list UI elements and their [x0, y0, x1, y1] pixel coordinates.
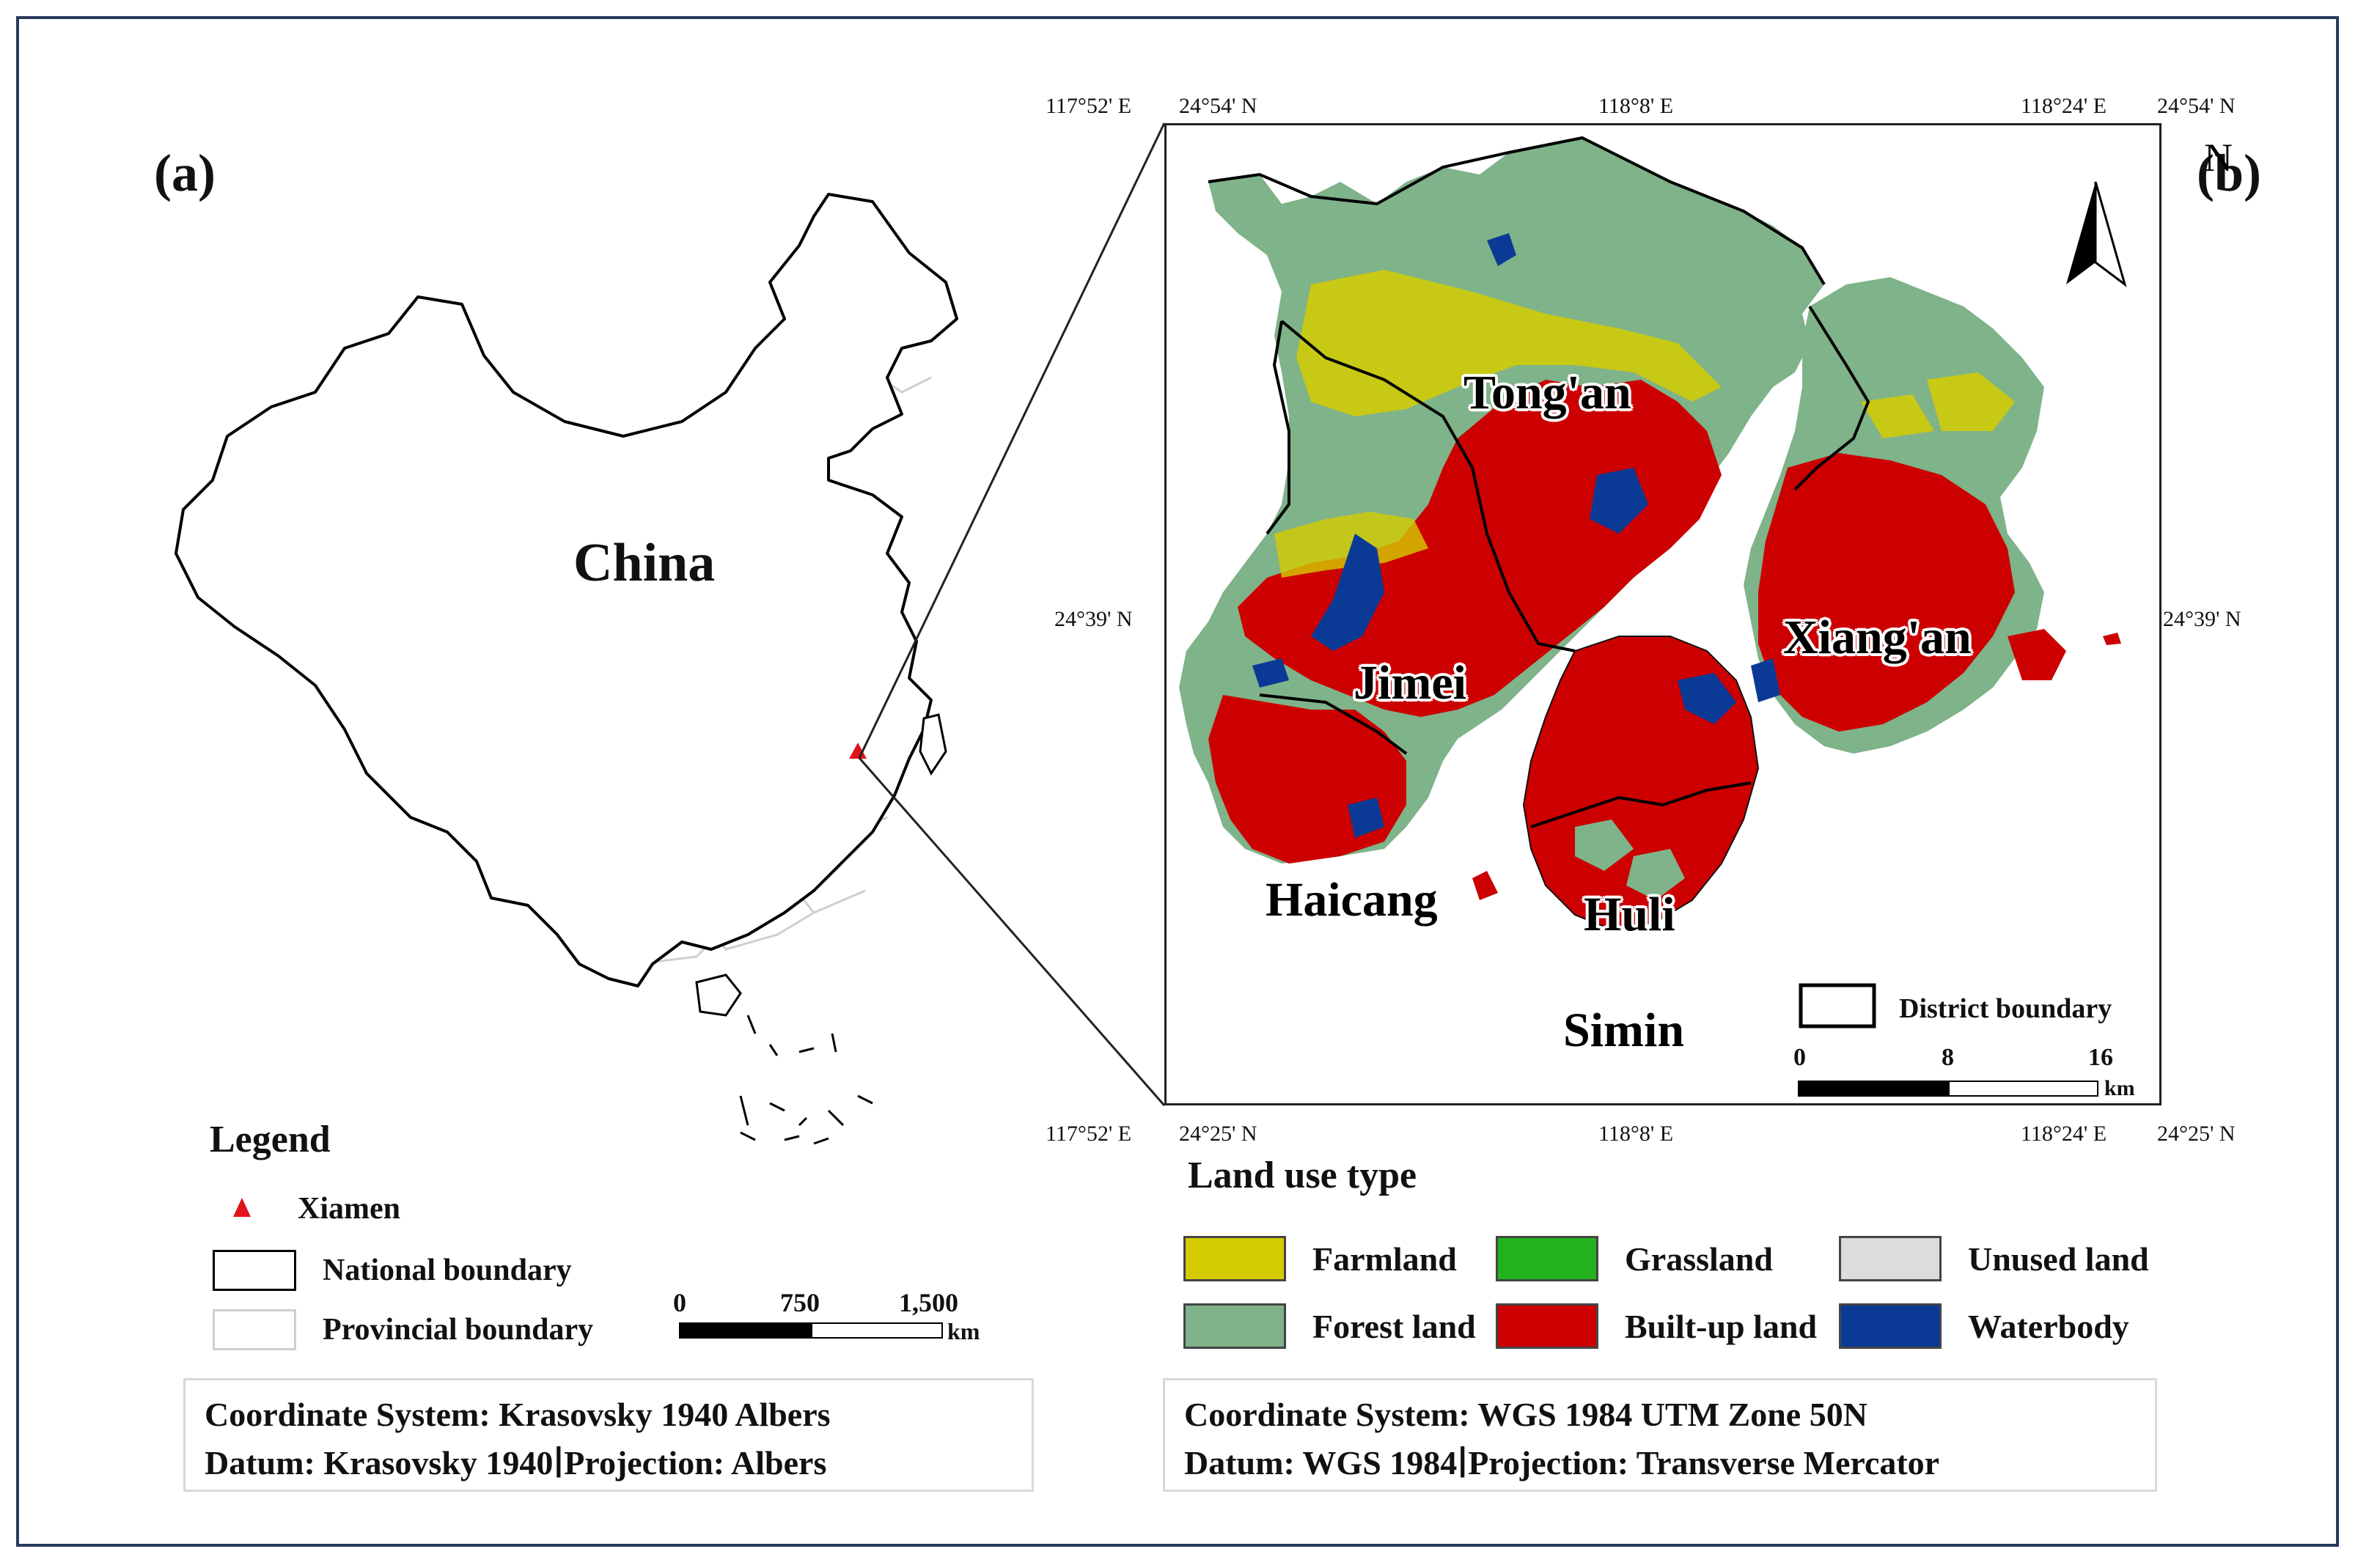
land-use-label: Farmland: [1312, 1240, 1457, 1278]
district-simin: Simin: [1563, 1004, 1685, 1057]
north-label: N: [2204, 136, 2233, 180]
land-use-item-unused-land: Unused land: [1839, 1236, 2149, 1281]
coord-left-mid: 24°39' N: [1054, 607, 1133, 631]
china-label: China: [573, 533, 716, 593]
land-use-item-farmland: Farmland: [1183, 1236, 1457, 1281]
legend-item-xiamen: Xiamen: [213, 1190, 400, 1227]
coord-bottom-left-lat: 24°25' N: [1179, 1122, 1257, 1146]
district-boundary-label: District boundary: [1899, 993, 2112, 1024]
scale-bar-a: 0 750 1,500 km: [673, 1287, 980, 1346]
land-use-label: Waterbody: [1968, 1307, 2129, 1345]
datum-b: Datum: WGS 1984∣Projection: Transverse M…: [1184, 1444, 1940, 1481]
land-use-label: Grassland: [1625, 1240, 1773, 1278]
scale-b-tick-2: 16: [2088, 1044, 2113, 1071]
coord-bottom-left-lon: 117°52' E: [1046, 1122, 1132, 1146]
land-use-label: Unused land: [1968, 1240, 2149, 1278]
scale-b-unit: km: [2104, 1076, 2135, 1100]
legend-item-national-boundary: National boundary: [213, 1250, 572, 1291]
coordinate-system-b: Coordinate System: WGS 1984 UTM Zone 50N: [1184, 1396, 1867, 1433]
built-up-land-swatch: [1496, 1303, 1598, 1349]
district-haicang: Haicang: [1266, 873, 1438, 927]
district-tongan: Tong'an: [1463, 366, 1631, 419]
north-arrow-icon: [2066, 181, 2127, 287]
panel-a-label: (a): [154, 144, 216, 202]
land-use-item-forest-land: Forest land: [1183, 1303, 1476, 1349]
scale-b-tick-1: 8: [1942, 1044, 1954, 1071]
legend-item-label: Provincial boundary: [323, 1313, 594, 1347]
district-xiangan: Xiang'an: [1783, 611, 1972, 664]
legend-item-label: Xiamen: [298, 1192, 400, 1226]
china-national-boundary: [175, 193, 958, 987]
coord-top-right-lon: 118°24' E: [2021, 94, 2107, 118]
district-boundary-swatch: [1799, 983, 1876, 1028]
waterbody-swatch: [1839, 1303, 1942, 1349]
coord-bottom-mid: 118°8' E: [1598, 1122, 1674, 1146]
coordinate-info-a: Coordinate System: Krasovsky 1940 Albers…: [183, 1378, 1034, 1492]
legend-item-label: National boundary: [323, 1254, 572, 1287]
hainan-island: [695, 973, 742, 1017]
land-use-label: Forest land: [1312, 1307, 1476, 1345]
china-map: [175, 193, 958, 1145]
district-huli: Huli: [1584, 888, 1675, 941]
national-boundary-swatch: [213, 1250, 296, 1291]
panel-b-label: (b): [2197, 144, 2261, 202]
coord-top-right-lat: 24°54' N: [2157, 94, 2236, 118]
coord-right-mid: 24°39' N: [2163, 607, 2241, 631]
coord-bottom-right-lat: 24°25' N: [2157, 1122, 2236, 1146]
taiwan-island: [919, 713, 947, 776]
legend-item-provincial-boundary: Provincial boundary: [213, 1309, 593, 1350]
coord-top-left-lon: 117°52' E: [1046, 94, 1132, 118]
district-jimei: Jimei: [1354, 656, 1466, 710]
scale-a-tick-2: 1,500: [899, 1288, 958, 1317]
coord-bottom-right-lon: 118°24' E: [2021, 1122, 2107, 1146]
legend-title: Legend: [210, 1119, 331, 1160]
forest-land-swatch: [1183, 1303, 1286, 1349]
xiamen-land-use-map: [1164, 123, 2162, 1105]
unused-land-swatch: [1839, 1236, 1942, 1281]
land-use-item-waterbody: Waterbody: [1839, 1303, 2129, 1349]
xiamen-marker: [849, 743, 867, 759]
figure-frame: [16, 16, 2339, 1547]
land-use-title: Land use type: [1188, 1155, 1417, 1196]
land-use-item-grassland: Grassland: [1496, 1236, 1773, 1281]
coord-top-left-lat: 24°54' N: [1179, 94, 1257, 118]
coord-top-mid: 118°8' E: [1598, 94, 1674, 118]
xiangan-district: [1744, 277, 2121, 754]
south-china-sea-islands: [739, 1015, 873, 1145]
provincial-boundary-swatch: [213, 1309, 296, 1350]
scale-b-tick-0: 0: [1793, 1044, 1806, 1071]
scale-a-tick-0: 0: [673, 1288, 686, 1317]
land-use-label: Built-up land: [1625, 1307, 1818, 1345]
coordinate-system-a: Coordinate System: Krasovsky 1940 Albers: [205, 1396, 831, 1433]
coordinate-info-b: Coordinate System: WGS 1984 UTM Zone 50N…: [1163, 1378, 2157, 1492]
red-triangle-icon: [233, 1198, 251, 1217]
mainland-districts: [1179, 138, 1824, 864]
scale-a-unit: km: [947, 1318, 980, 1344]
xiamen-island: [1472, 636, 1760, 931]
grassland-swatch: [1496, 1236, 1598, 1281]
scale-bar-b: 0 8 16 km: [1793, 1044, 2142, 1110]
scale-a-tick-1: 750: [780, 1288, 820, 1317]
datum-a: Datum: Krasovsky 1940∣Projection: Albers: [205, 1444, 827, 1481]
land-use-item-built-up-land: Built-up land: [1496, 1303, 1817, 1349]
farmland-swatch: [1183, 1236, 1286, 1281]
district-boundaries: [1208, 136, 1870, 828]
